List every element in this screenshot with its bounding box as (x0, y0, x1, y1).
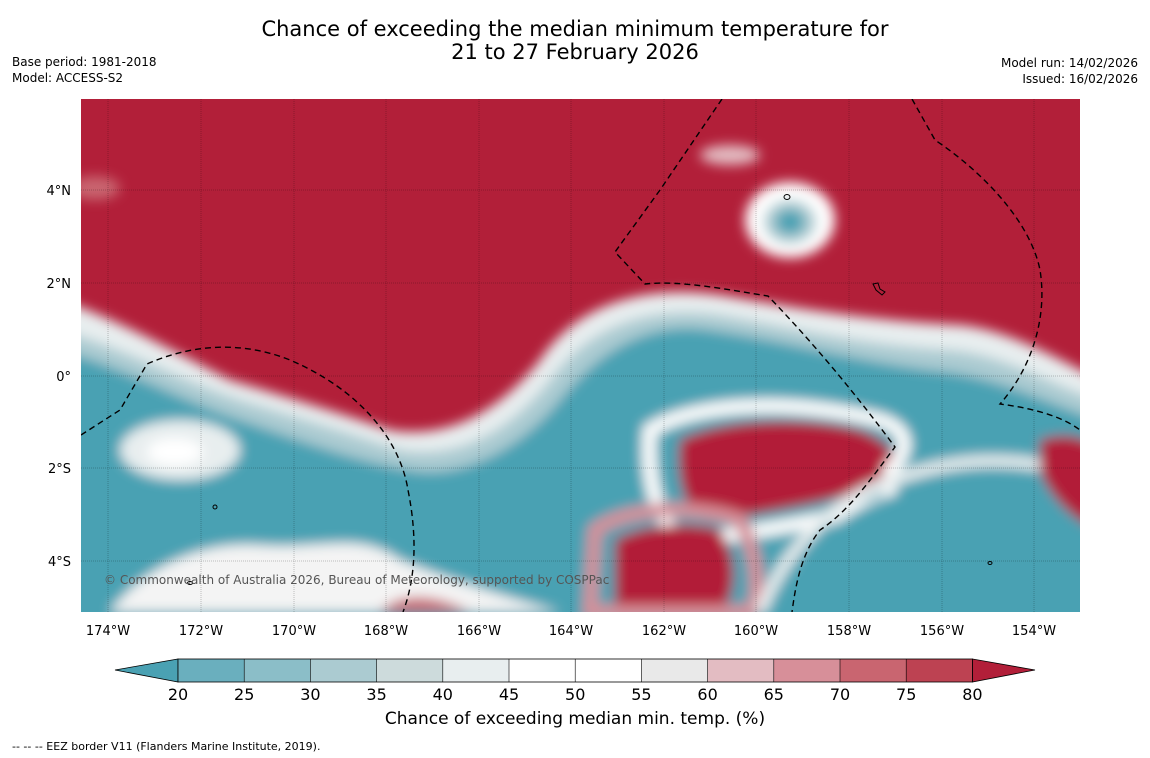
coastline-outlines (187, 194, 993, 585)
latitude-labels: 4°N 2°N 0° 2°S 4°S (47, 184, 72, 570)
copyright-notice: © Commonwealth of Australia 2026, Bureau… (104, 573, 609, 587)
lon-label: 156°W (920, 624, 964, 639)
base-period: Base period: 1981-2018 (12, 55, 157, 69)
colorbar-tick: 65 (764, 685, 784, 704)
colorbar-left-arrow (114, 658, 179, 683)
colorbar-tick: 40 (433, 685, 453, 704)
colorbar-segment (509, 659, 576, 682)
lat-label: 4°N (47, 184, 72, 199)
issued-date: Issued: 16/02/2026 (1022, 72, 1138, 86)
lon-label: 168°W (364, 624, 408, 639)
colorbar-segment (906, 659, 973, 682)
colorbar-segment (707, 659, 774, 682)
lon-label: 160°W (734, 624, 778, 639)
chart-title: Chance of exceeding the median minimum t… (0, 18, 1150, 64)
lon-label: 174°W (86, 624, 130, 639)
probability-field (81, 145, 1080, 612)
colorbar-title: Chance of exceeding median min. temp. (%… (384, 709, 766, 729)
colorbar-tick: 35 (366, 685, 386, 704)
colorbar-tick: 70 (830, 685, 850, 704)
colorbar-segment (376, 659, 443, 682)
colorbar-tick: 30 (300, 685, 320, 704)
colorbar-segment (773, 659, 840, 682)
colorbar: 20 25 30 35 40 45 50 55 60 65 70 75 80 (114, 658, 1036, 704)
lon-label: 172°W (179, 624, 223, 639)
title-line-2: 21 to 27 February 2026 (451, 40, 699, 64)
lat-label: 2°N (47, 277, 72, 292)
eez-footnote: -- -- -- EEZ border V11 (Flanders Marine… (12, 740, 321, 753)
colorbar-segment (442, 659, 509, 682)
colorbar-segment (310, 659, 377, 682)
metadata-right: Model run: 14/02/2026 Issued: 16/02/2026 (1001, 55, 1138, 87)
colorbar-segment (641, 659, 708, 682)
lon-label: 170°W (272, 624, 316, 639)
longitude-labels: 174°W 172°W 170°W 168°W 166°W 164°W 162°… (86, 624, 1056, 639)
metadata-left: Base period: 1981-2018 Model: ACCESS-S2 (12, 54, 157, 86)
map-area: © Commonwealth of Australia 2026, Bureau… (81, 99, 1080, 612)
lon-label: 162°W (642, 624, 686, 639)
lon-label: 154°W (1012, 624, 1056, 639)
model-name: Model: ACCESS-S2 (12, 71, 124, 85)
lon-label: 164°W (549, 624, 593, 639)
colorbar-segment (575, 659, 642, 682)
colorbar-tick: 55 (631, 685, 651, 704)
model-run: Model run: 14/02/2026 (1000, 56, 1138, 70)
colorbar-dividers (243, 659, 907, 682)
colorbar-tick: 50 (565, 685, 585, 704)
colorbar-tick: 80 (962, 685, 982, 704)
eez-borders (81, 99, 1080, 612)
colorbar-tick: 60 (697, 685, 717, 704)
colorbar-right-arrow (972, 658, 1036, 683)
lat-label: 4°S (48, 555, 71, 570)
colorbar-tick: 75 (896, 685, 916, 704)
colorbar-segment (244, 659, 311, 682)
graticule (81, 99, 1080, 612)
colorbar-tick: 20 (168, 685, 188, 704)
lon-label: 158°W (827, 624, 871, 639)
colorbar-tick: 25 (234, 685, 254, 704)
lon-label: 166°W (457, 624, 501, 639)
colorbar-segment (178, 659, 245, 682)
colorbar-segment (840, 659, 907, 682)
colorbar-tick: 45 (499, 685, 519, 704)
colorbar-ticks: 20 25 30 35 40 45 50 55 60 65 70 75 80 (168, 685, 983, 704)
lat-label: 0° (56, 370, 71, 385)
title-line-1: Chance of exceeding the median minimum t… (261, 17, 889, 41)
lat-label: 2°S (48, 462, 71, 477)
